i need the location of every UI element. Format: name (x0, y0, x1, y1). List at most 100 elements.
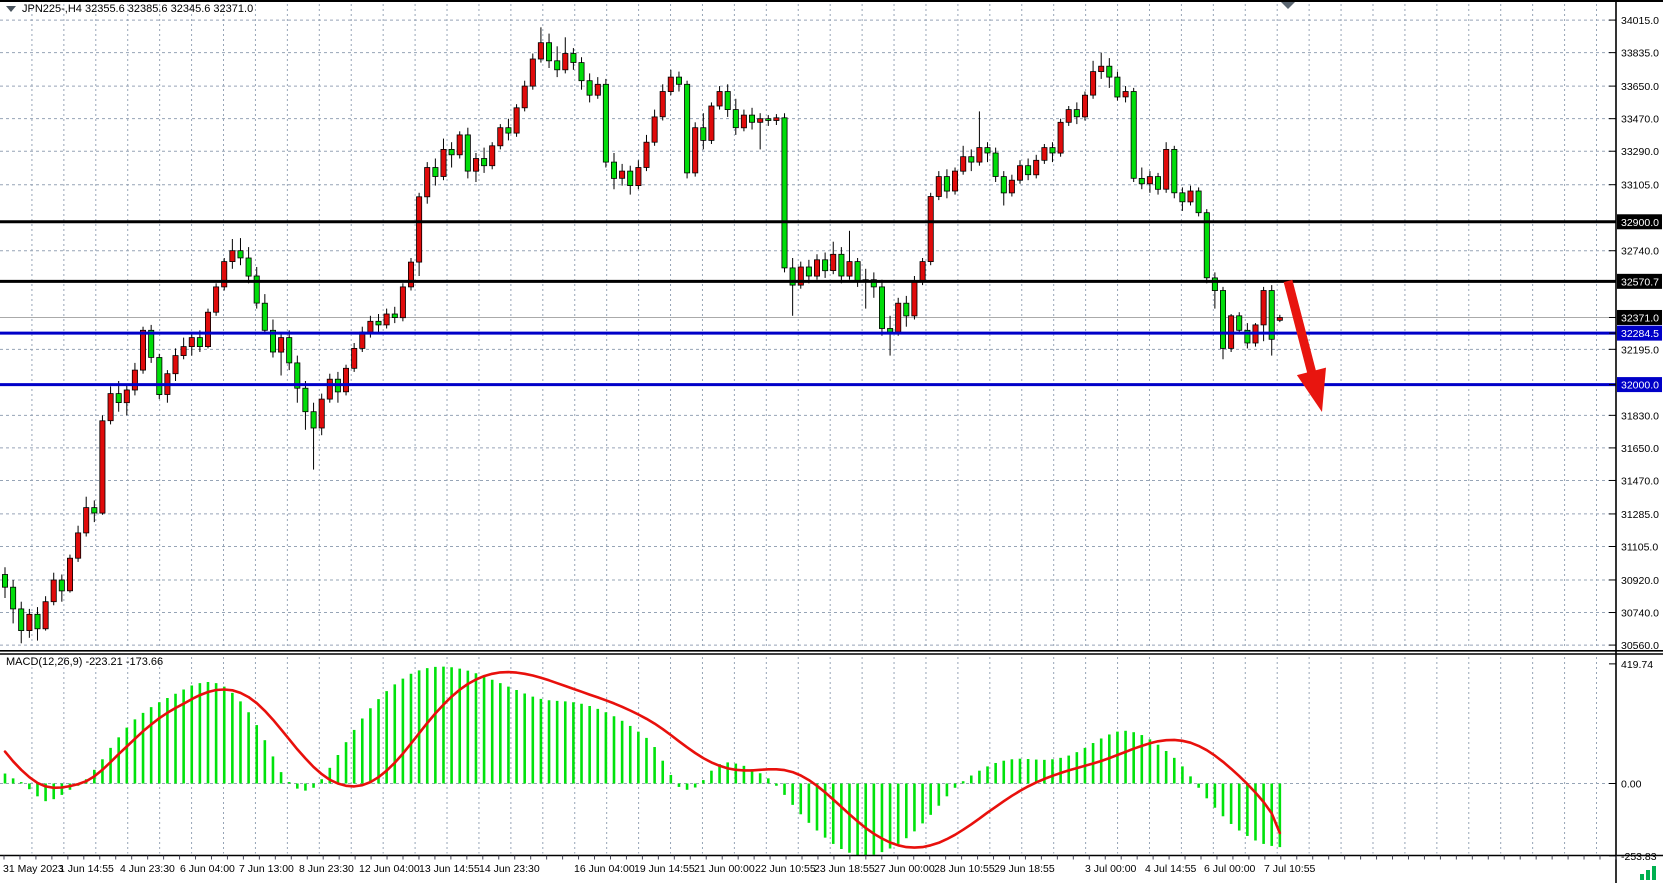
candle-body-bear (375, 320, 382, 326)
candle (724, 84, 731, 117)
candle-body-bull (594, 83, 601, 96)
candle-body-bull (1017, 165, 1024, 181)
candle-body-bear (156, 357, 163, 395)
candle (399, 283, 406, 322)
candle-body-bear (2, 574, 8, 588)
candle (513, 104, 520, 137)
candle-body-bear (700, 127, 707, 141)
candle-body-bear (546, 42, 553, 62)
candle-body-bear (805, 266, 812, 277)
candle (310, 402, 317, 470)
candle-body-bull (830, 253, 837, 272)
candle (773, 114, 780, 125)
time-axis-label: 6 Jun 04:00 (180, 863, 235, 875)
candle-body-bull (814, 259, 821, 277)
candle (814, 254, 821, 280)
price-axis-label: 33470.0 (1621, 114, 1659, 126)
price-axis-label: 32740.0 (1621, 246, 1659, 258)
candle-body-bull (188, 337, 195, 348)
candle-body-bear (1025, 165, 1032, 176)
candle (765, 115, 772, 126)
time-axis-label: 1 Jun 14:55 (59, 863, 114, 875)
candle (700, 113, 707, 150)
candle-body-bear (18, 608, 25, 632)
candle-body-bull (229, 250, 236, 262)
candle (1049, 142, 1056, 163)
candle-body-bull (659, 91, 666, 118)
time-axis-label: 4 Jun 23:30 (120, 863, 175, 875)
time-axis-label: 28 Jun 10:55 (934, 863, 995, 875)
candle-body-bear (789, 267, 796, 286)
candle-body-bear (1195, 190, 1202, 214)
candle (1179, 187, 1186, 211)
time-axis-label: 8 Jun 23:30 (299, 863, 354, 875)
candle-body-bear (1236, 315, 1243, 331)
candle-body-bull (318, 398, 325, 429)
candle (692, 122, 699, 177)
candle (391, 306, 398, 324)
symbol-dropdown-icon[interactable] (6, 6, 16, 12)
candle (286, 330, 293, 371)
candle-body-bull (1082, 94, 1089, 118)
candle-body-bull (1146, 176, 1153, 185)
candle-body-bull (1057, 121, 1064, 154)
candle (602, 78, 609, 168)
candle (797, 261, 804, 289)
candle-body-bull (521, 85, 528, 109)
candle-body-bear (887, 328, 894, 333)
candle-body-bear (1179, 192, 1186, 203)
candle-body-bear (1049, 147, 1056, 154)
time-axis-label: 29 Jun 18:55 (994, 863, 1055, 875)
candle (659, 84, 666, 121)
candle-body-bear (148, 329, 155, 358)
candle-body-bear (115, 393, 122, 404)
candle (50, 572, 57, 606)
price-axis-label: 33835.0 (1621, 48, 1659, 60)
candle-body-bear (310, 411, 317, 429)
candle-body-bull (740, 114, 747, 129)
candle-body-bear (570, 53, 577, 63)
time-axis-label: 21 Jun 00:00 (694, 863, 755, 875)
candle (261, 294, 268, 334)
candle-body-bear (676, 76, 683, 85)
price-axis-label: 34015.0 (1621, 15, 1659, 27)
candle-body-bear (196, 337, 203, 348)
candle-body-bear (984, 147, 991, 154)
candle-body-bull (1163, 148, 1170, 190)
candle-body-bear (432, 167, 439, 177)
candle-body-bear (1220, 290, 1227, 349)
candle (1008, 174, 1015, 197)
time-axis-label: 4 Jul 14:55 (1145, 863, 1197, 875)
candle-body-bull (1122, 91, 1129, 98)
candle (1276, 314, 1283, 323)
candle-body-bear (269, 329, 276, 353)
candle (635, 160, 642, 190)
candle (1090, 60, 1097, 99)
macd-axis-label: 419.74 (1621, 659, 1653, 671)
candle (342, 364, 349, 396)
candle (1065, 106, 1072, 126)
candle (481, 147, 488, 173)
price-axis-label: 33105.0 (1621, 180, 1659, 192)
candle-body-bull (351, 347, 358, 369)
candle (67, 554, 74, 593)
price-marker-label: 32371.0 (1621, 312, 1659, 324)
price-axis-label: 30560.0 (1621, 640, 1659, 652)
time-axis-label: 23 Jun 18:55 (814, 863, 875, 875)
price-marker-badge (1617, 309, 1662, 325)
candle (1082, 91, 1089, 121)
candle-body-bear (448, 148, 455, 156)
time-axis-label: 7 Jun 13:00 (239, 863, 294, 875)
price-axis-label: 31650.0 (1621, 443, 1659, 455)
candle (667, 69, 674, 96)
candle (992, 147, 999, 182)
candle (1057, 118, 1064, 157)
candle-body-bull (1041, 147, 1048, 161)
candle-body-bull (919, 261, 926, 282)
candle-body-bear (286, 337, 293, 364)
candle (1033, 154, 1040, 179)
time-axis-label: 7 Jul 10:55 (1264, 863, 1316, 875)
candle-body-bear (481, 158, 488, 167)
